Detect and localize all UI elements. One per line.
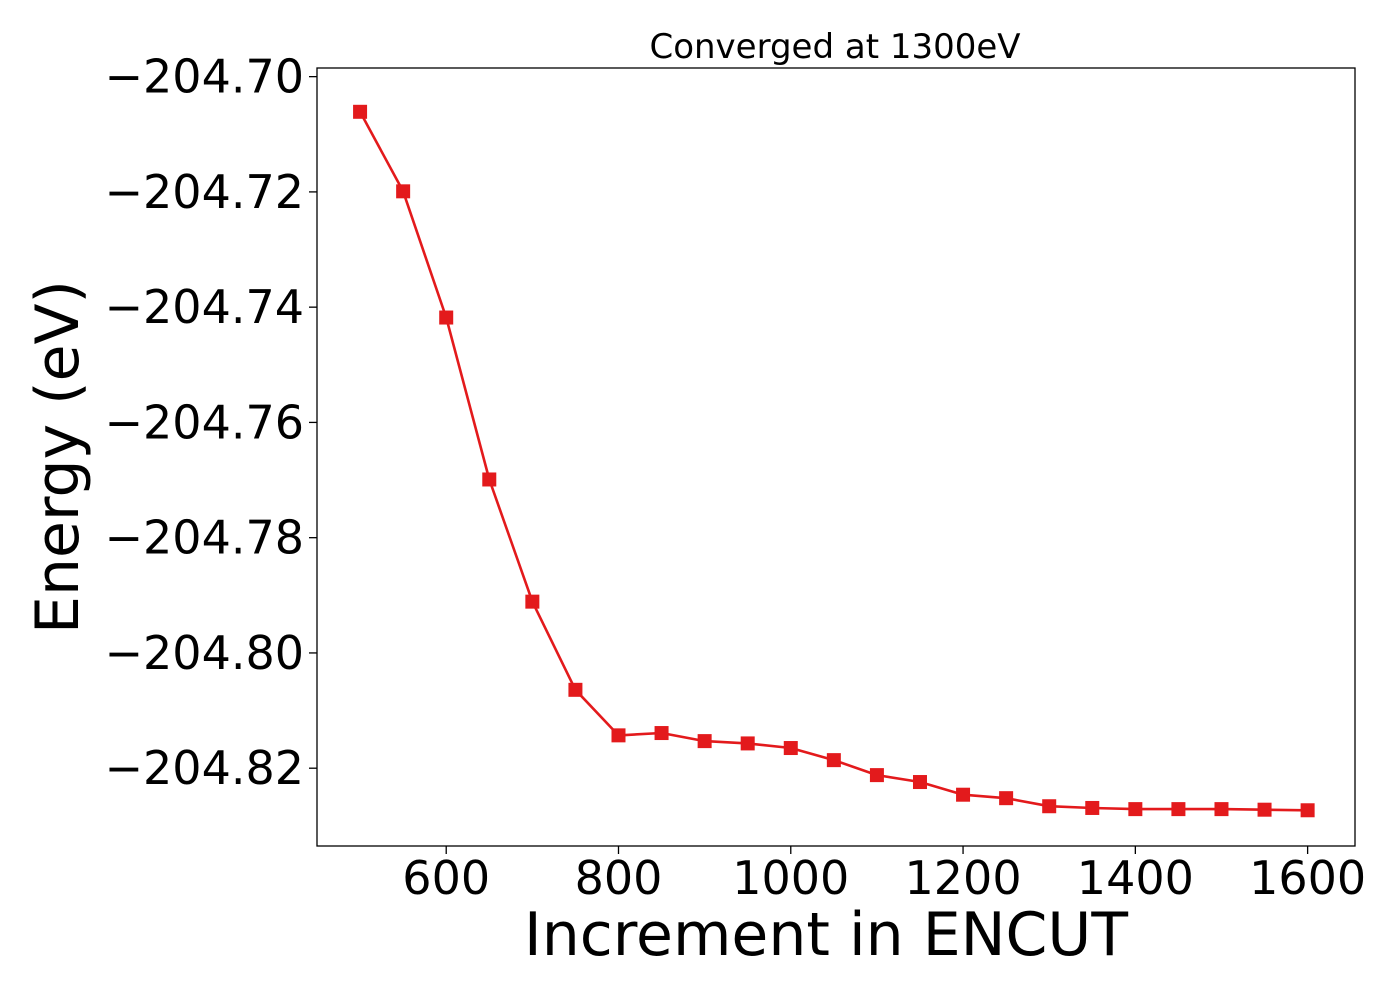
x-axis-label: Increment in ENCUT (524, 900, 1128, 970)
x-tick-label: 1200 (905, 851, 1022, 905)
series-line (358, 111, 1308, 812)
x-tick-label: 1600 (1249, 851, 1366, 905)
data-point (439, 310, 454, 325)
axes-frame (316, 67, 1356, 847)
y-tick-label: −204.70 (105, 50, 305, 104)
data-point (611, 728, 626, 743)
plot-area (353, 104, 1315, 818)
data-point (1257, 802, 1272, 817)
y-tick-label: −204.72 (105, 165, 305, 219)
data-point (956, 787, 971, 802)
y-tick-label: −204.82 (105, 741, 305, 795)
data-point (353, 104, 368, 119)
x-tick-label: 800 (575, 851, 663, 905)
data-point (1214, 802, 1229, 817)
data-point (826, 753, 841, 768)
y-axis: −204.70 −204.72 −204.74 −204.76 −204.78 −204.… (105, 50, 317, 795)
data-point (568, 682, 583, 697)
data-point (1300, 803, 1315, 818)
data-point (740, 736, 755, 751)
data-point (525, 594, 540, 609)
data-point (1042, 799, 1057, 814)
data-point (482, 472, 497, 487)
data-point (654, 726, 669, 741)
data-point (999, 791, 1014, 806)
y-tick-label: −204.80 (105, 626, 305, 680)
x-axis: 600 800 1000 1200 1400 1600 (402, 846, 1366, 905)
data-point (1128, 802, 1143, 817)
y-tick-label: −204.76 (105, 395, 305, 449)
x-tick-label: 1400 (1077, 851, 1194, 905)
data-point (396, 184, 411, 199)
y-axis-label: Energy (eV) (23, 280, 93, 634)
y-tick-label: −204.74 (105, 280, 305, 334)
chart-title: Converged at 1300eV (649, 27, 1020, 67)
x-tick-label: 1000 (732, 851, 849, 905)
data-point (1171, 802, 1186, 817)
data-point (1085, 800, 1100, 815)
data-point (912, 775, 927, 790)
data-point (869, 768, 884, 783)
x-tick-label: 600 (402, 851, 490, 905)
data-point (783, 741, 798, 756)
data-point (697, 734, 712, 749)
y-tick-label: −204.78 (105, 511, 305, 565)
